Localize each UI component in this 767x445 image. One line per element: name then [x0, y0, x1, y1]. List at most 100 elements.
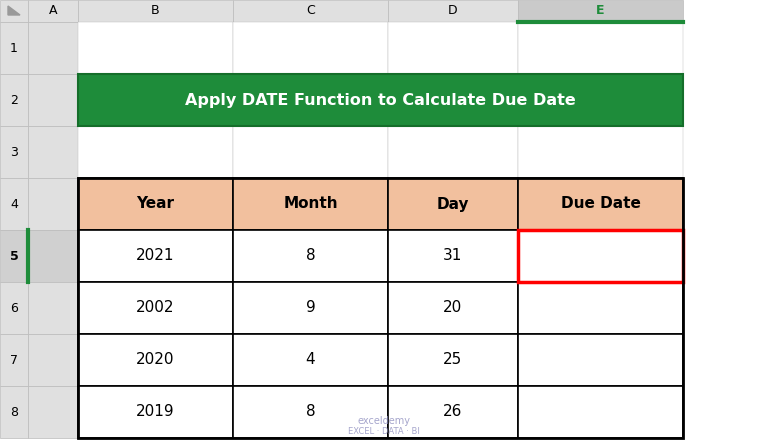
Bar: [28, 178, 78, 230]
Text: 5: 5: [10, 250, 18, 263]
Text: exceldemy: exceldemy: [357, 416, 410, 426]
Bar: [518, 334, 683, 386]
Bar: [233, 282, 388, 334]
Bar: [388, 230, 518, 282]
Bar: [78, 74, 233, 126]
Bar: [518, 178, 683, 230]
Text: Year: Year: [137, 197, 175, 211]
Bar: [518, 22, 683, 74]
Bar: [388, 126, 518, 178]
Bar: [233, 334, 388, 386]
Bar: [388, 178, 518, 230]
Text: 31: 31: [443, 248, 463, 263]
Bar: [78, 74, 683, 126]
Bar: [388, 230, 518, 282]
Bar: [28, 22, 78, 74]
Bar: [78, 178, 233, 230]
Bar: [0, 334, 28, 386]
Bar: [518, 282, 683, 334]
Bar: [388, 178, 518, 230]
Text: 1: 1: [10, 41, 18, 54]
Text: C: C: [306, 4, 315, 17]
Text: 8: 8: [306, 248, 315, 263]
Bar: [78, 0, 233, 22]
Bar: [0, 74, 28, 126]
Text: 7: 7: [10, 353, 18, 367]
Bar: [518, 334, 683, 386]
Bar: [28, 126, 78, 178]
Bar: [388, 334, 518, 386]
Bar: [518, 178, 683, 230]
Text: Apply DATE Function to Calculate Due Date: Apply DATE Function to Calculate Due Dat…: [185, 93, 576, 108]
Bar: [233, 386, 388, 438]
Bar: [78, 386, 233, 438]
Text: E: E: [596, 4, 604, 17]
Bar: [0, 282, 28, 334]
Bar: [233, 334, 388, 386]
Text: 8: 8: [306, 405, 315, 420]
Text: 25: 25: [443, 352, 463, 368]
Bar: [233, 178, 388, 230]
Bar: [78, 126, 233, 178]
Text: 4: 4: [306, 352, 315, 368]
Bar: [233, 230, 388, 282]
Text: 3: 3: [10, 146, 18, 158]
Text: 2021: 2021: [137, 248, 175, 263]
Bar: [518, 126, 683, 178]
Text: D: D: [448, 4, 458, 17]
Bar: [0, 230, 28, 282]
Text: 2002: 2002: [137, 300, 175, 316]
Bar: [28, 386, 78, 438]
Bar: [28, 74, 78, 126]
Bar: [233, 386, 388, 438]
Bar: [0, 22, 28, 74]
Text: 2019: 2019: [137, 405, 175, 420]
Bar: [0, 0, 28, 22]
Bar: [233, 282, 388, 334]
Bar: [388, 282, 518, 334]
Bar: [78, 334, 233, 386]
Polygon shape: [8, 6, 20, 15]
Bar: [518, 74, 683, 126]
Bar: [518, 230, 683, 282]
Bar: [78, 282, 233, 334]
Bar: [388, 282, 518, 334]
Bar: [388, 74, 518, 126]
Bar: [0, 126, 28, 178]
Bar: [388, 386, 518, 438]
Text: 2020: 2020: [137, 352, 175, 368]
Text: 6: 6: [10, 302, 18, 315]
Bar: [233, 178, 388, 230]
Bar: [78, 334, 233, 386]
Bar: [28, 334, 78, 386]
Bar: [78, 178, 233, 230]
Text: A: A: [49, 4, 58, 17]
Bar: [78, 22, 233, 74]
Bar: [233, 74, 388, 126]
Bar: [78, 386, 233, 438]
Text: Day: Day: [436, 197, 469, 211]
Bar: [388, 22, 518, 74]
Bar: [388, 334, 518, 386]
Bar: [78, 282, 233, 334]
Bar: [518, 386, 683, 438]
Bar: [233, 22, 388, 74]
Bar: [518, 386, 683, 438]
Text: B: B: [151, 4, 160, 17]
Bar: [388, 0, 518, 22]
Bar: [28, 282, 78, 334]
Bar: [28, 0, 78, 22]
Text: 8: 8: [10, 405, 18, 418]
Text: 20: 20: [443, 300, 463, 316]
Text: Due Date: Due Date: [561, 197, 640, 211]
Bar: [518, 282, 683, 334]
Text: 4: 4: [10, 198, 18, 210]
Bar: [233, 126, 388, 178]
Text: Month: Month: [283, 197, 337, 211]
Bar: [78, 230, 233, 282]
Bar: [233, 0, 388, 22]
Text: 2: 2: [10, 93, 18, 106]
Bar: [0, 386, 28, 438]
Bar: [518, 230, 683, 282]
Bar: [233, 230, 388, 282]
